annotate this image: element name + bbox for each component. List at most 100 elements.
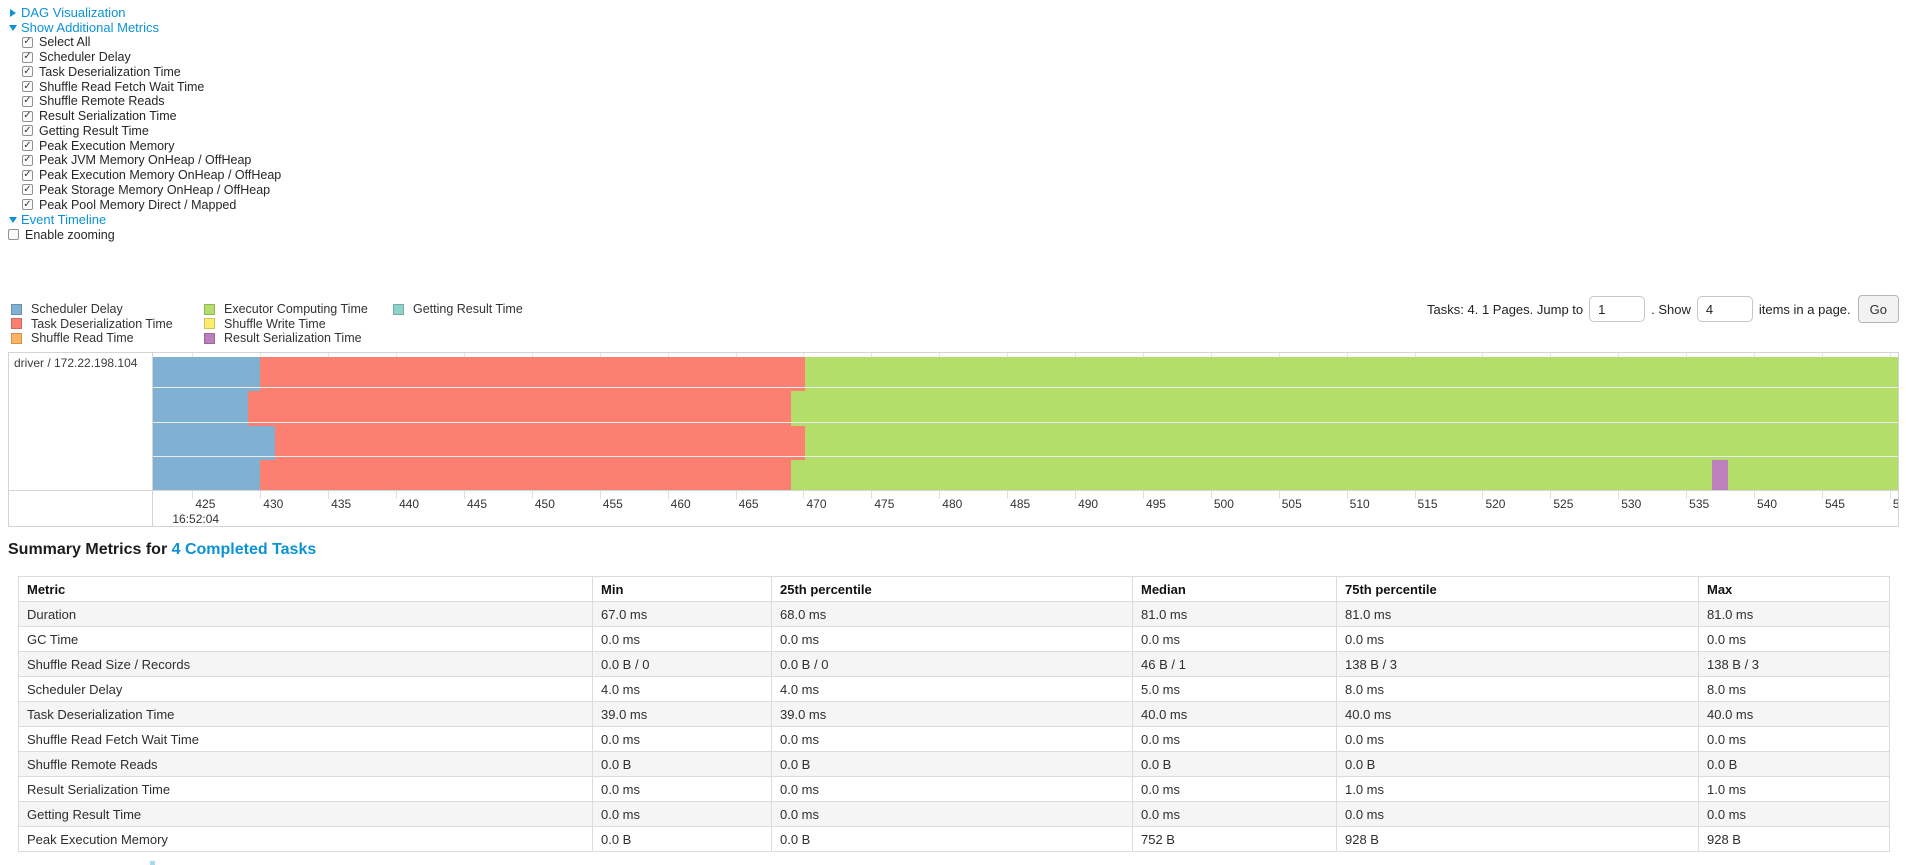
metric-value-cell: 39.0 ms: [771, 701, 1133, 727]
metric-option-checkbox[interactable]: [22, 184, 33, 196]
metric-option-getting-result-time[interactable]: Getting Result Time: [8, 124, 281, 139]
axis-tick: [463, 491, 465, 499]
legend-item-scheduler-delay: Scheduler Delay: [11, 302, 173, 317]
event-timeline-chart: driver / 172.22.198.104 16:52:04 425 430 4…: [8, 352, 1899, 527]
task-bar-segment-executor-computing[interactable]: [791, 459, 1712, 490]
table-row-shuffle-read-size-records: Shuffle Read Size / Records 0.0 B / 0 0.0 …: [18, 651, 1890, 677]
expanded-arrow-icon: [9, 24, 17, 31]
legend-label: Task Deserialization Time: [31, 316, 173, 331]
legend-item-executor-computing-time: Executor Computing Time: [204, 302, 368, 317]
metric-name-cell: Scheduler Delay: [18, 676, 593, 702]
axis-tick: [328, 491, 330, 499]
axis-tick: [192, 491, 194, 499]
collapsed-arrow-icon: [10, 8, 16, 17]
metric-value-cell: 0.0 ms: [1132, 626, 1337, 652]
metric-value-cell: 0.0 ms: [592, 776, 772, 802]
metric-option-shuffle-remote-reads[interactable]: Shuffle Remote Reads: [8, 94, 281, 109]
task-bar-segment-result-serialization[interactable]: [1711, 459, 1729, 490]
axis-tick: [1889, 491, 1891, 499]
go-button[interactable]: Go: [1857, 295, 1899, 323]
metric-name-cell: Peak Execution Memory: [18, 826, 593, 852]
legend-swatch: [11, 303, 22, 315]
legend-swatch: [11, 332, 22, 344]
metric-option-select-all[interactable]: Select All: [8, 35, 281, 50]
metric-option-checkbox[interactable]: [22, 199, 33, 211]
metric-value-cell: 0.0 ms: [771, 726, 1133, 752]
axis-tick-label: 450: [534, 497, 555, 511]
metric-option-checkbox[interactable]: [22, 140, 33, 152]
axis-tick: [1142, 491, 1144, 499]
metric-option-task-deserialization-time[interactable]: Task Deserialization Time: [8, 65, 281, 80]
enable-zooming-checkbox[interactable]: [8, 229, 19, 240]
task-bar-segment-scheduler-delay[interactable]: [207, 459, 261, 490]
show-additional-metrics-toggle[interactable]: Show Additional Metrics: [8, 20, 281, 35]
metric-option-peak-execution-memory[interactable]: Peak Execution Memory: [8, 138, 281, 153]
metric-option-shuffle-read-fetch-wait-time[interactable]: Shuffle Read Fetch Wait Time: [8, 79, 281, 94]
axis-tick-label: 550: [1893, 497, 1898, 511]
table-row-shuffle-remote-reads: Shuffle Remote Reads 0.0 B 0.0 B 0.0 B 0.0 B…: [18, 751, 1890, 777]
metric-option-checkbox[interactable]: [22, 66, 33, 78]
legend-swatch: [204, 318, 215, 330]
table-header-row: Metric Min 25th percentile Median 75th perce…: [18, 576, 1890, 602]
metric-option-peak-storage-memory-onheap-offheap[interactable]: Peak Storage Memory OnHeap / OffHeap: [8, 183, 281, 198]
axis-tick: [1346, 491, 1348, 499]
axis-tick-label: 505: [1281, 497, 1302, 511]
metric-value-cell: 81.0 ms: [1698, 601, 1890, 627]
axis-tick: [1618, 491, 1620, 499]
metric-option-checkbox[interactable]: [22, 36, 33, 48]
metric-name-cell: Shuffle Read Fetch Wait Time: [18, 726, 593, 752]
metric-option-result-serialization-time[interactable]: Result Serialization Time: [8, 109, 281, 124]
items-per-page-input[interactable]: [1696, 296, 1753, 322]
legend-column: Getting Result Time: [393, 302, 523, 317]
metric-option-checkbox[interactable]: [22, 95, 33, 107]
dag-visualization-toggle[interactable]: DAG Visualization: [8, 5, 281, 20]
row-separator: [153, 387, 1898, 389]
metric-value-cell: 138 B / 3: [1698, 651, 1890, 677]
items-per-page-label: items in a page.: [1758, 301, 1851, 317]
metric-option-checkbox[interactable]: [22, 51, 33, 63]
metric-value-cell: 1.0 ms: [1698, 776, 1890, 802]
axis-tick: [599, 491, 601, 499]
event-timeline-toggle[interactable]: Event Timeline: [8, 212, 281, 227]
enable-zooming-option[interactable]: Enable zooming: [8, 227, 281, 242]
enable-zooming-label: Enable zooming: [25, 227, 115, 242]
stage-page-controls: DAG Visualization Show Additional Metric…: [8, 5, 281, 242]
clipped-content-sliver: [150, 861, 155, 865]
axis-tick-label: 440: [399, 497, 420, 511]
metric-value-cell: 138 B / 3: [1336, 651, 1699, 677]
metric-option-checkbox[interactable]: [22, 110, 33, 122]
task-bar-segment-task-deserialization[interactable]: [260, 459, 792, 490]
metric-option-checkbox[interactable]: [22, 154, 33, 166]
metric-value-cell: 0.0 ms: [1132, 776, 1337, 802]
column-header-min: Min: [592, 576, 772, 602]
axis-tick-label: 425: [195, 497, 216, 511]
axis-tick-label: 510: [1349, 497, 1370, 511]
timeline-time-axis: 16:52:04 425 430 435 440 445 450 455 460 465 470 4…: [153, 490, 1898, 526]
metric-option-peak-pool-memory-direct-mapped[interactable]: Peak Pool Memory Direct / Mapped: [8, 197, 281, 212]
metric-option-peak-execution-memory-onheap-offheap[interactable]: Peak Execution Memory OnHeap / OffHeap: [8, 168, 281, 183]
metric-value-cell: 0.0 ms: [592, 726, 772, 752]
legend-label: Getting Result Time: [413, 302, 523, 317]
column-header-75th-percentile: 75th percentile: [1336, 576, 1699, 602]
table-row-shuffle-read-fetch-wait-time: Shuffle Read Fetch Wait Time 0.0 ms 0.0 ms…: [18, 726, 1890, 752]
jump-to-page-input[interactable]: [1589, 296, 1646, 322]
metric-option-label: Peak Execution Memory OnHeap / OffHeap: [39, 168, 282, 183]
show-label: . Show: [1651, 301, 1691, 317]
metric-option-peak-jvm-memory-onheap-offheap[interactable]: Peak JVM Memory OnHeap / OffHeap: [8, 153, 281, 168]
metric-option-label: Shuffle Remote Reads: [39, 94, 165, 109]
completed-tasks-link[interactable]: 4 Completed Tasks: [171, 541, 317, 558]
metric-name-cell: Task Deserialization Time: [18, 701, 593, 727]
metric-value-cell: 0.0 B / 0: [592, 651, 772, 677]
metric-name-cell: Getting Result Time: [18, 801, 593, 827]
metric-option-label: Scheduler Delay: [39, 50, 131, 65]
metric-option-scheduler-delay[interactable]: Scheduler Delay: [8, 50, 281, 65]
axis-tick: [667, 491, 669, 499]
metric-value-cell: 4.0 ms: [592, 676, 772, 702]
axis-tick-label: 520: [1485, 497, 1506, 511]
metric-value-cell: 928 B: [1336, 826, 1699, 852]
show-additional-metrics-label: Show Additional Metrics: [21, 20, 160, 35]
metric-option-checkbox[interactable]: [22, 81, 33, 93]
metric-option-checkbox[interactable]: [22, 169, 33, 181]
axis-tick: [871, 491, 873, 499]
metric-option-checkbox[interactable]: [22, 125, 33, 137]
